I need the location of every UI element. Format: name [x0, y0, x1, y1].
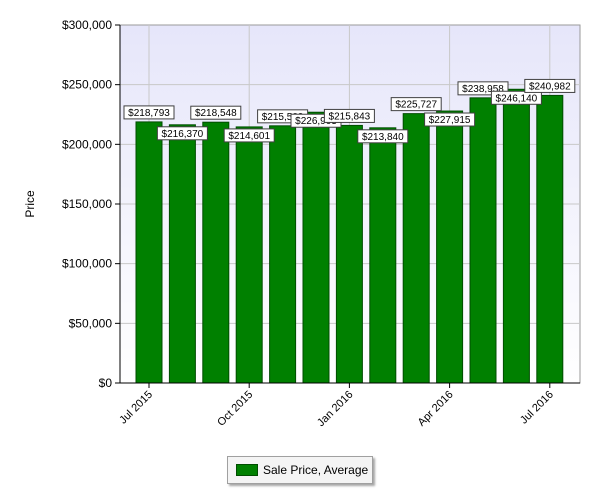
data-label-text: $218,548: [195, 108, 237, 119]
data-label-text: $213,840: [362, 132, 404, 143]
x-tick-label: Oct 2015: [215, 389, 255, 429]
data-label-text: $215,843: [329, 111, 371, 122]
x-tick-label: Jul 2015: [117, 389, 155, 427]
legend-swatch: [236, 464, 258, 476]
bar: [536, 94, 564, 384]
bar: [168, 124, 196, 384]
data-label: $214,601: [223, 128, 275, 143]
data-label-text: $227,915: [429, 115, 471, 126]
data-label-text: $216,370: [162, 129, 204, 140]
bar: [302, 111, 330, 384]
x-tick-label: Apr 2016: [416, 389, 456, 429]
x-tick-label: Jan 2016: [315, 389, 355, 429]
y-tick-label: $250,000: [62, 78, 112, 92]
data-label: $216,370: [156, 126, 208, 141]
data-label-text: $218,793: [128, 108, 170, 119]
data-label-box: [123, 105, 175, 120]
data-label-text: $225,727: [395, 100, 437, 111]
data-label-text: $246,140: [496, 93, 538, 104]
bar: [402, 113, 430, 384]
data-label: $227,915: [424, 112, 476, 127]
data-label: $246,140: [490, 90, 542, 105]
data-label-text: $226,903: [295, 116, 337, 127]
y-tick-label: $50,000: [69, 316, 113, 330]
data-label: $218,548: [190, 105, 242, 120]
data-label: $218,793: [123, 105, 175, 120]
data-label-text: $215,509: [262, 112, 304, 123]
data-label: $213,840: [357, 129, 409, 144]
x-tick-label: Jul 2016: [518, 389, 556, 427]
data-label-text: $240,982: [529, 81, 571, 92]
legend: Sale Price, Average: [227, 456, 373, 484]
data-label-box: [357, 129, 409, 144]
data-label-box: [390, 97, 442, 112]
bar: [369, 127, 397, 384]
data-label-box: [223, 128, 275, 143]
bar: [269, 125, 297, 384]
y-tick-label: $150,000: [62, 197, 112, 211]
data-labels: $218,793 $216,370 $218,548 $214,601 $215,509…: [123, 78, 576, 144]
bar: [436, 110, 464, 384]
x-axis: Jul 2015 Oct 2015 Jan 2016 Apr 2016 Jul 2016: [117, 382, 580, 429]
legend-label: Sale Price, Average: [263, 463, 369, 477]
data-label: $215,843: [323, 108, 375, 123]
data-label-box: [323, 108, 375, 123]
bar: [135, 121, 163, 384]
y-axis-title: Price: [23, 190, 37, 218]
data-label-box: [524, 78, 576, 93]
data-label-box: [156, 126, 208, 141]
y-tick-label: $0: [99, 376, 113, 390]
y-tick-label: $200,000: [62, 137, 112, 151]
data-label-text: $238,958: [462, 84, 504, 95]
y-tick-label: $300,000: [62, 18, 112, 32]
bar: [502, 88, 530, 384]
bar: [335, 124, 363, 384]
data-label-box: [490, 90, 542, 105]
data-label: $225,727: [390, 97, 442, 112]
data-label-text: $214,601: [228, 131, 270, 142]
data-label-box: [190, 105, 242, 120]
y-axis: $0 $50,000 $100,000 $150,000 $200,000 $250,00…: [62, 18, 121, 390]
bar: [469, 97, 497, 384]
data-label-box: [424, 112, 476, 127]
y-tick-label: $100,000: [62, 257, 112, 271]
data-label: $240,982: [524, 78, 576, 93]
bar: [202, 121, 230, 384]
bar: [235, 126, 263, 384]
